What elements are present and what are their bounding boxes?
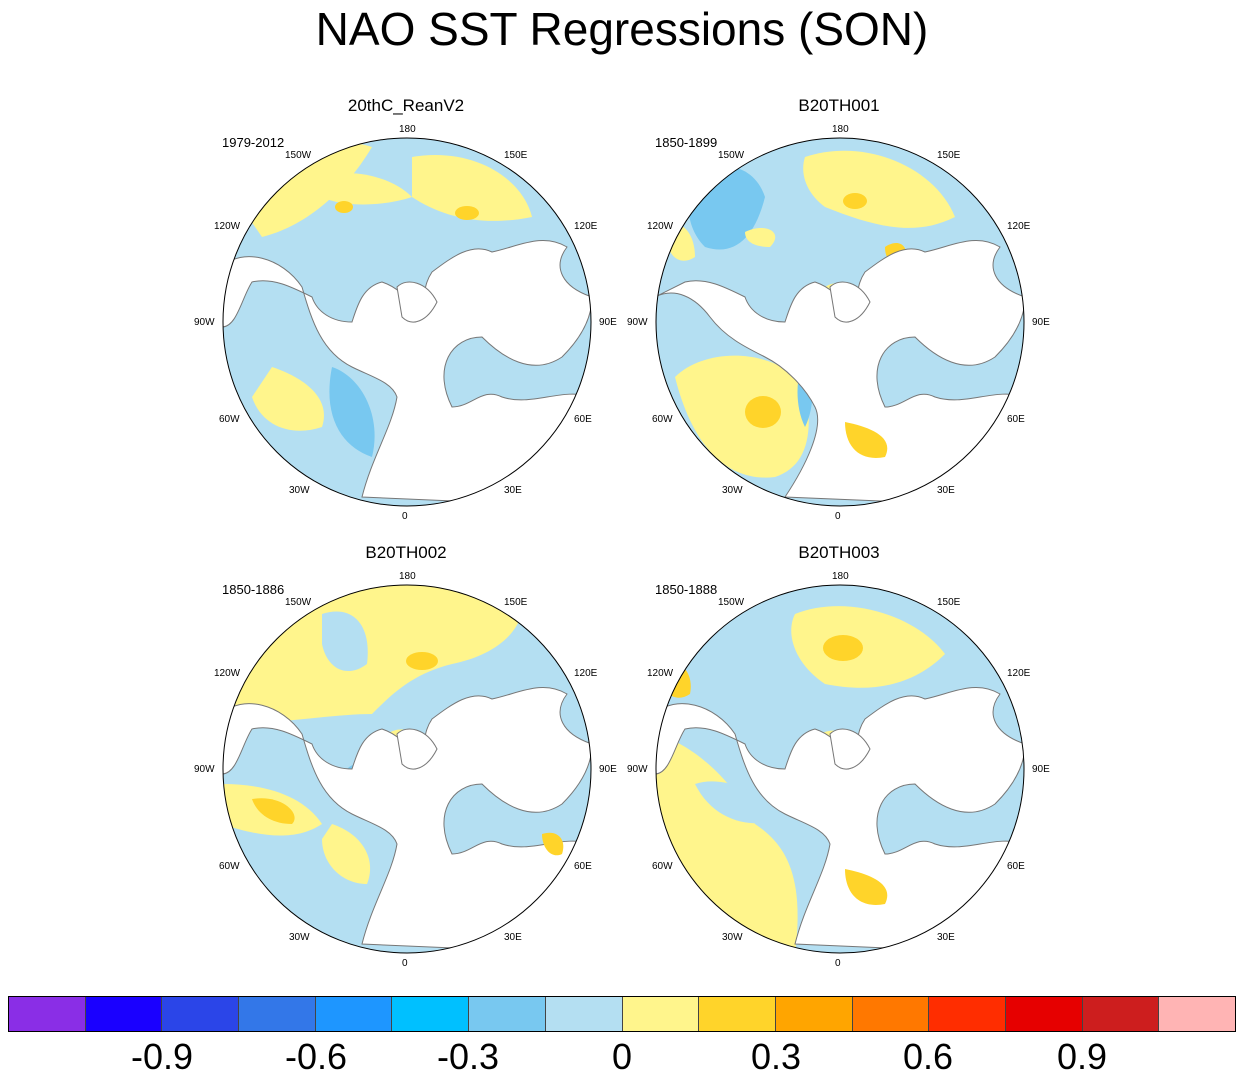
map-boundary <box>222 584 592 954</box>
lon-label-60e: 60E <box>1007 414 1025 425</box>
map-boundary <box>222 137 592 507</box>
colorbar-label: 0.9 <box>1056 1036 1108 1077</box>
panel-4-title: B20TH003 <box>798 543 880 562</box>
lon-label-180: 180 <box>832 571 849 582</box>
colorbar <box>8 996 1236 1032</box>
lon-label-30w: 30W <box>722 932 743 943</box>
colorbar-box-2 <box>162 997 240 1031</box>
lon-label-90e: 90E <box>599 764 617 775</box>
lon-label-60e: 60E <box>574 414 592 425</box>
lon-label-150e: 150E <box>504 597 528 608</box>
lon-label-0: 0 <box>402 511 408 522</box>
lon-label-30w: 30W <box>289 932 310 943</box>
lon-label-30e: 30E <box>937 932 955 943</box>
colorbar-box-9 <box>699 997 776 1031</box>
lon-label-150w: 150W <box>718 150 745 161</box>
panel-3-title: B20TH002 <box>365 543 447 562</box>
land-mask <box>656 687 1024 953</box>
colorbar-box-10 <box>775 997 853 1031</box>
panel-1-title: 20thC_ReanV2 <box>347 96 465 115</box>
colorbar-box-11 <box>852 997 930 1031</box>
lon-label-60w: 60W <box>652 861 673 872</box>
lon-label-30e: 30E <box>937 485 955 496</box>
colorbar-box-14 <box>1082 997 1160 1031</box>
colorbar-box-8 <box>622 997 700 1031</box>
colorbar-label: 0 <box>611 1036 633 1077</box>
panel-3-map <box>222 584 592 954</box>
panel-4-map <box>655 584 1025 954</box>
land-mask <box>656 240 1024 506</box>
colorbar-label: -0.6 <box>284 1036 348 1077</box>
panel-2-map <box>655 137 1025 507</box>
lon-label-120w: 120W <box>214 668 241 679</box>
lon-label-60w: 60W <box>219 414 240 425</box>
lon-label-90e: 90E <box>1032 764 1050 775</box>
map-boundary <box>655 584 1025 954</box>
panel-3-period: 1850-1886 <box>222 582 285 597</box>
lon-label-30w: 30W <box>289 485 310 496</box>
lon-label-90e: 90E <box>599 317 617 328</box>
colorbar-box-5 <box>392 997 470 1031</box>
lon-label-120e: 120E <box>1007 668 1031 679</box>
colorbar-box-13 <box>1005 997 1083 1031</box>
colorbar-box-15 <box>1159 997 1235 1031</box>
lon-label-150w: 150W <box>718 597 745 608</box>
colorbar-label: 0.3 <box>750 1036 802 1077</box>
lon-label-90w: 90W <box>194 317 215 328</box>
panel-1-map <box>222 137 592 507</box>
colorbar-box-3 <box>239 997 316 1031</box>
colorbar-box-1 <box>85 997 163 1031</box>
panel-2-title: B20TH001 <box>798 96 880 115</box>
lon-label-120e: 120E <box>1007 221 1031 232</box>
lon-label-60w: 60W <box>652 414 673 425</box>
figure-title: NAO SST Regressions (SON) <box>315 3 929 55</box>
lon-label-120w: 120W <box>647 668 674 679</box>
lon-label-30e: 30E <box>504 485 522 496</box>
panel-1-period: 1979-2012 <box>222 135 285 150</box>
land-mask <box>223 240 591 506</box>
colorbar-label: -0.3 <box>436 1036 500 1077</box>
colorbar-box-6 <box>469 997 546 1031</box>
lon-label-150e: 150E <box>937 150 961 161</box>
panel-2-period: 1850-1899 <box>655 135 718 150</box>
lon-label-90e: 90E <box>1032 317 1050 328</box>
lon-label-90w: 90W <box>627 764 648 775</box>
lon-label-120e: 120E <box>574 668 598 679</box>
land-mask <box>223 687 591 953</box>
lon-label-0: 0 <box>835 958 841 969</box>
lon-label-0: 0 <box>835 511 841 522</box>
lon-label-60e: 60E <box>574 861 592 872</box>
lon-label-120e: 120E <box>574 221 598 232</box>
lon-label-180: 180 <box>399 124 416 135</box>
colorbar-box-7 <box>545 997 623 1031</box>
lon-label-150e: 150E <box>504 150 528 161</box>
colorbar-label: -0.9 <box>130 1036 194 1077</box>
panel-4-period: 1850-1888 <box>655 582 718 597</box>
lon-label-90w: 90W <box>627 317 648 328</box>
colorbar-box-4 <box>315 997 393 1031</box>
lon-label-0: 0 <box>402 958 408 969</box>
lon-label-150w: 150W <box>285 150 312 161</box>
lon-label-30w: 30W <box>722 485 743 496</box>
map-boundary <box>655 137 1025 507</box>
lon-label-120w: 120W <box>647 221 674 232</box>
lon-label-90w: 90W <box>194 764 215 775</box>
lon-label-180: 180 <box>399 571 416 582</box>
lon-label-180: 180 <box>832 124 849 135</box>
lon-label-120w: 120W <box>214 221 241 232</box>
lon-label-150e: 150E <box>937 597 961 608</box>
colorbar-label: 0.6 <box>902 1036 954 1077</box>
lon-label-60w: 60W <box>219 861 240 872</box>
lon-label-150w: 150W <box>285 597 312 608</box>
lon-label-30e: 30E <box>504 932 522 943</box>
lon-label-60e: 60E <box>1007 861 1025 872</box>
colorbar-box-12 <box>929 997 1006 1031</box>
colorbar-box-0 <box>9 997 86 1031</box>
